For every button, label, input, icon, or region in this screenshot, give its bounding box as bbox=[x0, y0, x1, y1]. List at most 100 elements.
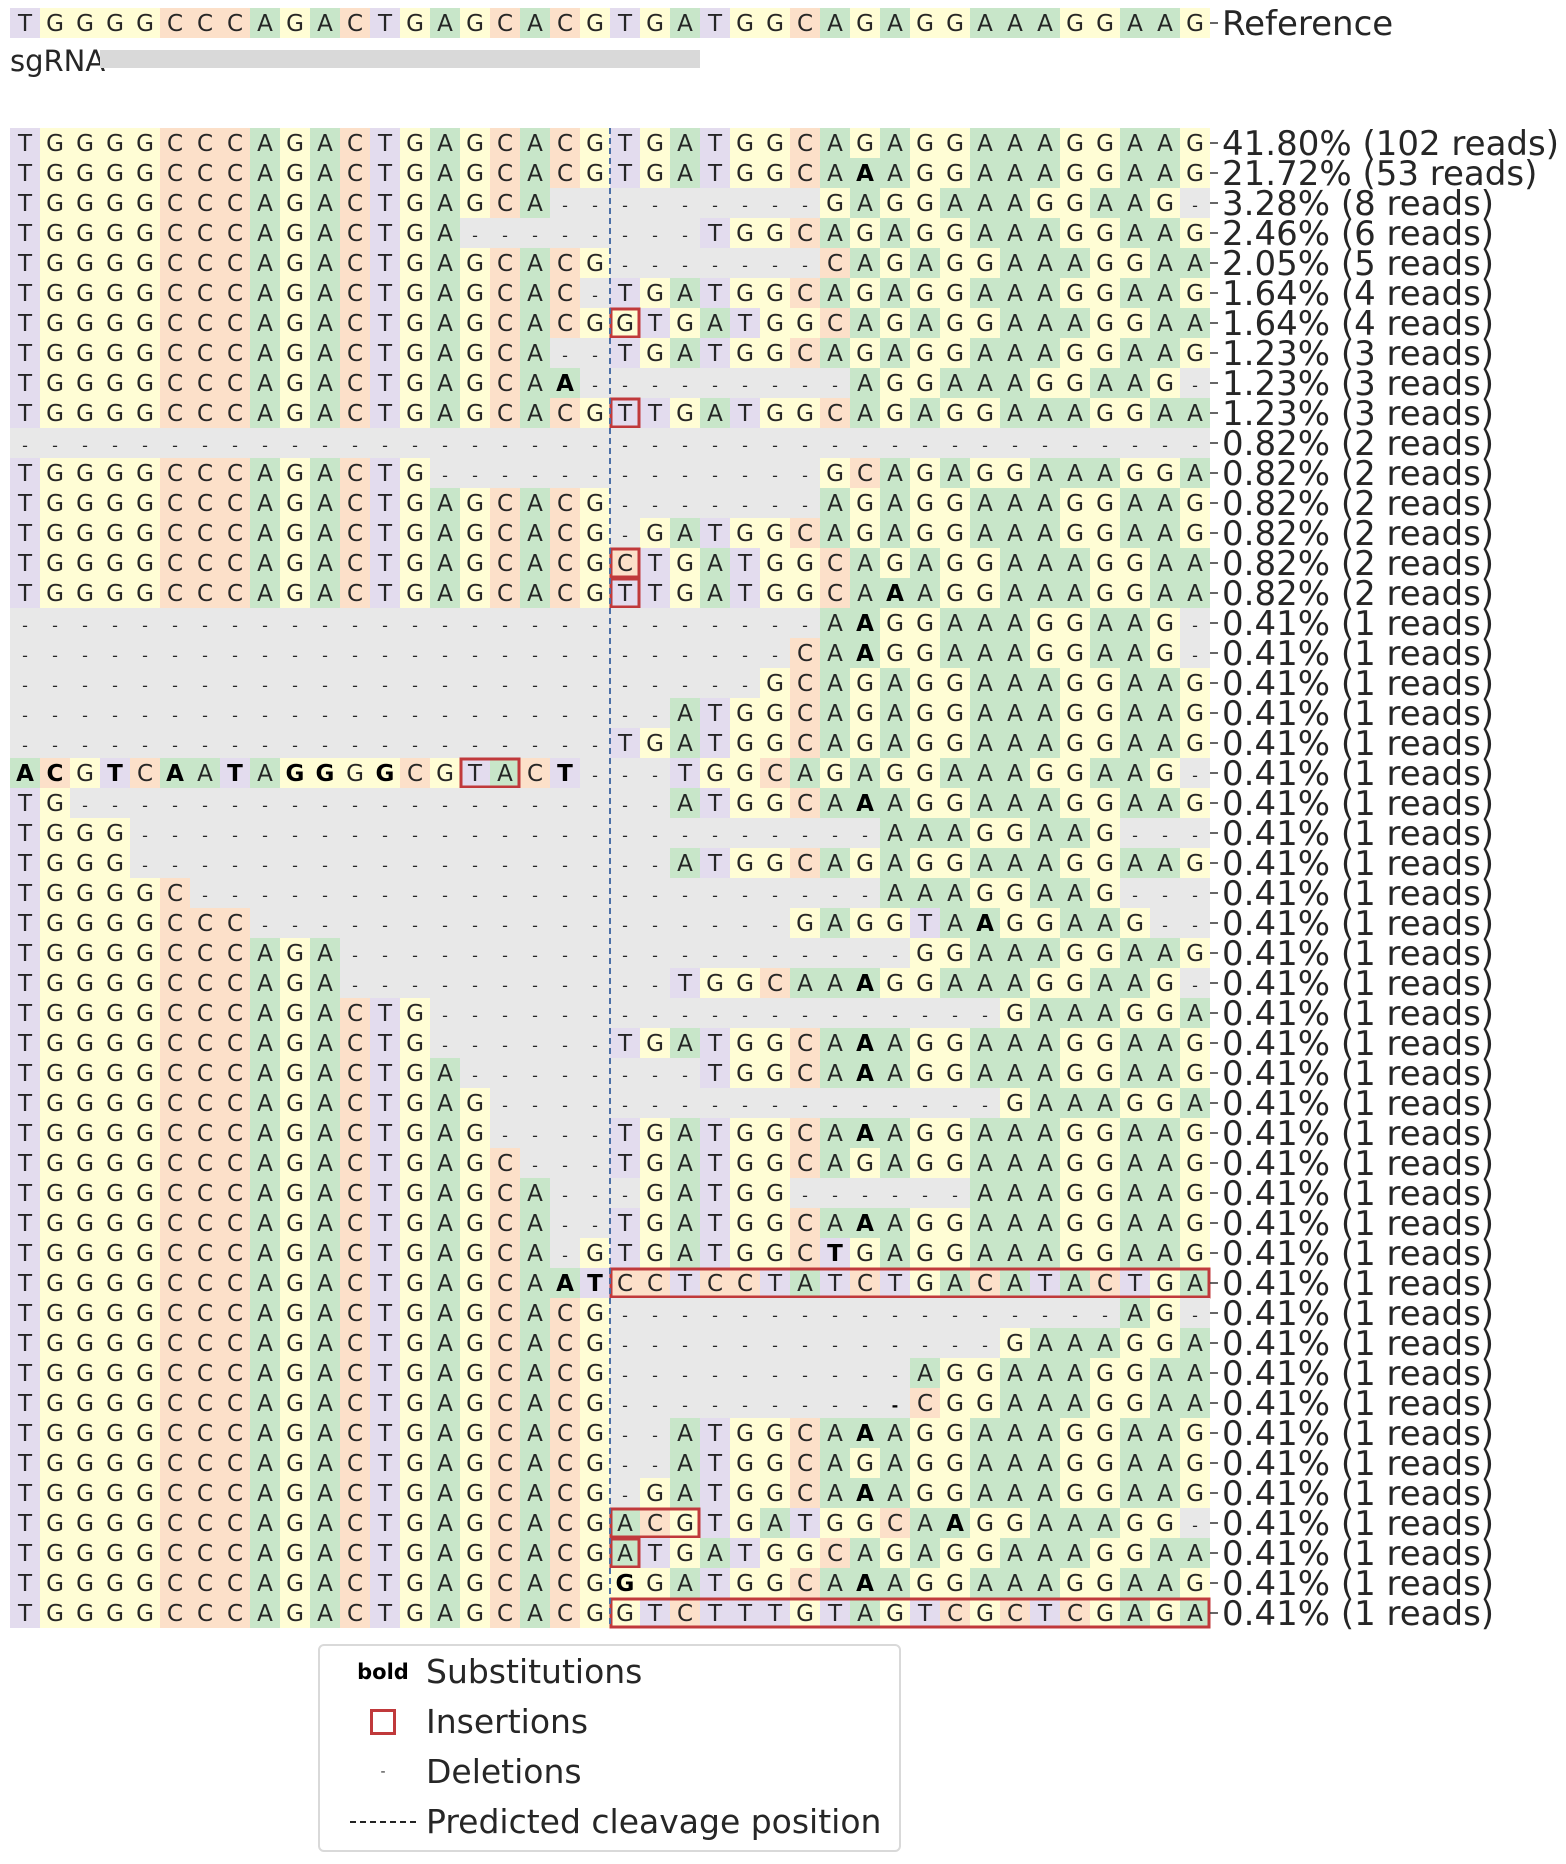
base-letter: A bbox=[1127, 1061, 1143, 1087]
deletion-dash: - bbox=[682, 1366, 688, 1385]
base-letter: A bbox=[677, 281, 693, 307]
base-letter: A bbox=[1127, 1451, 1143, 1477]
base-letter: G bbox=[916, 491, 934, 517]
base-letter: T bbox=[767, 1271, 783, 1297]
base-letter: G bbox=[466, 311, 484, 337]
base-letter: A bbox=[887, 731, 903, 757]
base-letter: C bbox=[197, 911, 213, 937]
deletion-dash: - bbox=[592, 676, 598, 695]
base-letter: G bbox=[286, 461, 304, 487]
base-letter: A bbox=[827, 731, 843, 757]
base-letter: C bbox=[497, 1421, 513, 1447]
deletion-dash: - bbox=[832, 1006, 838, 1025]
base-letter: G bbox=[1036, 191, 1054, 217]
base-cell bbox=[610, 158, 640, 188]
base-cell bbox=[820, 218, 850, 248]
base-letter: C bbox=[557, 161, 573, 187]
base-letter: G bbox=[886, 191, 904, 217]
base-cell bbox=[520, 338, 550, 368]
deletion-dash: - bbox=[622, 766, 628, 785]
deletion-dash: - bbox=[682, 1066, 688, 1085]
base-letter: A bbox=[317, 1301, 333, 1327]
base-cell bbox=[940, 308, 970, 338]
deletion-dash: - bbox=[772, 1336, 778, 1355]
base-letter: G bbox=[1126, 401, 1144, 427]
deletion-dash: - bbox=[592, 796, 598, 815]
base-letter: G bbox=[886, 251, 904, 277]
deletion-dash: - bbox=[592, 826, 598, 845]
base-letter: C bbox=[167, 401, 183, 427]
base-letter: G bbox=[1096, 671, 1114, 697]
base-letter: G bbox=[106, 1001, 124, 1027]
base-cell bbox=[280, 188, 310, 218]
deletion-dash: - bbox=[562, 1036, 568, 1055]
deletion-dash: - bbox=[52, 616, 58, 635]
base-cell bbox=[130, 278, 160, 308]
base-letter: A bbox=[677, 1421, 693, 1447]
base-letter: G bbox=[106, 551, 124, 577]
base-letter: G bbox=[706, 761, 724, 787]
base-letter: A bbox=[1037, 881, 1053, 907]
deletion-dash: - bbox=[712, 376, 718, 395]
base-letter: G bbox=[406, 1481, 424, 1507]
deletion-dash: - bbox=[772, 646, 778, 665]
base-letter: G bbox=[886, 1601, 904, 1627]
deletion-dash: - bbox=[652, 946, 658, 965]
deletion-dash: - bbox=[202, 826, 208, 845]
base-letter: A bbox=[437, 521, 453, 547]
deletion-dash: - bbox=[712, 886, 718, 905]
base-cell bbox=[670, 308, 700, 338]
base-letter: G bbox=[406, 131, 424, 157]
base-cell bbox=[550, 8, 580, 38]
base-letter: C bbox=[797, 851, 813, 877]
deletion-dash: - bbox=[472, 1006, 478, 1025]
base-cell bbox=[880, 188, 910, 218]
base-letter: A bbox=[917, 551, 933, 577]
base-letter: G bbox=[1186, 1421, 1204, 1447]
base-cell bbox=[670, 8, 700, 38]
deletion-dash: - bbox=[442, 616, 448, 635]
base-letter: T bbox=[17, 1031, 33, 1057]
base-letter: G bbox=[586, 521, 604, 547]
base-letter: C bbox=[347, 1151, 363, 1177]
base-letter: A bbox=[317, 1391, 333, 1417]
base-letter: G bbox=[916, 671, 934, 697]
deletion-dash: - bbox=[622, 466, 628, 485]
base-cell bbox=[220, 188, 250, 218]
base-letter: G bbox=[46, 11, 64, 37]
base-letter: A bbox=[1037, 581, 1053, 607]
base-cell bbox=[460, 278, 490, 308]
deletion-dash: - bbox=[652, 1096, 658, 1115]
base-cell bbox=[160, 338, 190, 368]
base-letter: C bbox=[557, 11, 573, 37]
base-letter: A bbox=[1157, 791, 1173, 817]
base-cell bbox=[700, 188, 730, 218]
deletion-dash: - bbox=[652, 766, 658, 785]
base-letter: G bbox=[136, 551, 154, 577]
base-letter: C bbox=[497, 341, 513, 367]
base-cell bbox=[760, 368, 790, 398]
base-cell bbox=[40, 308, 70, 338]
deletion-dash: - bbox=[502, 916, 508, 935]
base-letter: G bbox=[916, 851, 934, 877]
base-letter: G bbox=[646, 1571, 664, 1597]
deletion-dash: - bbox=[592, 886, 598, 905]
base-letter: G bbox=[916, 641, 934, 667]
base-letter: A bbox=[317, 551, 333, 577]
base-cell bbox=[910, 8, 940, 38]
base-letter: G bbox=[1096, 791, 1114, 817]
base-letter: G bbox=[1066, 791, 1084, 817]
base-cell bbox=[70, 338, 100, 368]
base-cell bbox=[100, 158, 130, 188]
base-cell bbox=[370, 278, 400, 308]
base-letter: G bbox=[946, 1241, 964, 1267]
base-letter: A bbox=[917, 581, 933, 607]
base-letter: A bbox=[1007, 1541, 1023, 1567]
base-letter: G bbox=[946, 1121, 964, 1147]
base-letter: A bbox=[317, 1271, 333, 1297]
deletion-dash: - bbox=[142, 856, 148, 875]
base-letter: A bbox=[1037, 1391, 1053, 1417]
base-letter: T bbox=[17, 161, 33, 187]
